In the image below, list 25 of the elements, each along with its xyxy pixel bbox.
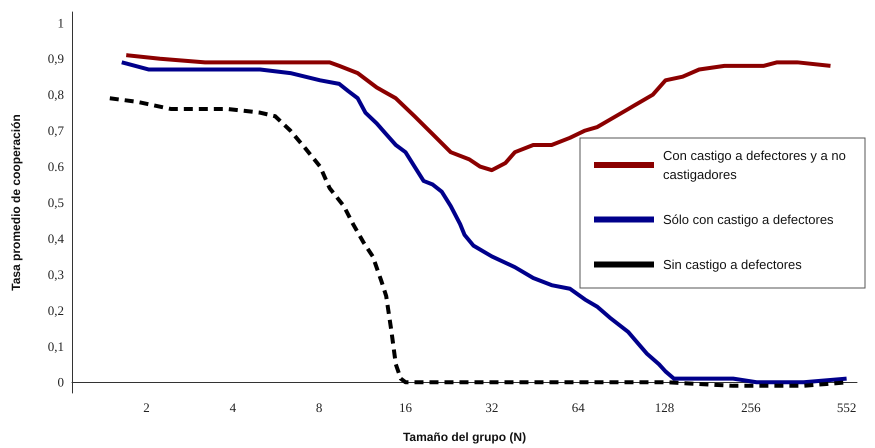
y-tick-label: 0.6 bbox=[48, 159, 64, 174]
x-tick-label: 64 bbox=[572, 400, 586, 415]
x-tick-label: 256 bbox=[741, 400, 762, 415]
x-axis-title: Tamaño del grupo (N) bbox=[402, 430, 526, 444]
y-tick-label: 0,4 bbox=[48, 230, 64, 246]
x-tick-label: 552 bbox=[836, 400, 856, 415]
y-axis-title: Tasa promedio de cooperación bbox=[9, 114, 23, 291]
legend-label: Sin castigo a defectores bbox=[663, 257, 802, 272]
y-tick-label: 0,3 bbox=[48, 266, 64, 282]
x-tick-label: 16 bbox=[399, 400, 413, 415]
y-tick-label: 0,5 bbox=[48, 195, 64, 210]
y-tick-label: 0,2 bbox=[48, 302, 64, 318]
x-tick-label: 4 bbox=[230, 400, 237, 415]
y-tick-label: 0,7 bbox=[48, 123, 64, 138]
y-tick-label: 1 bbox=[58, 15, 64, 30]
x-tick-label: 8 bbox=[316, 400, 322, 415]
x-tick-label: 128 bbox=[654, 400, 674, 415]
legend-label: Con castigo a defectores y a no castigadores bbox=[663, 148, 850, 182]
x-tick-label: 2 bbox=[143, 400, 150, 415]
x-tick-label: 32 bbox=[485, 400, 498, 415]
y-tick-label: 0,9 bbox=[48, 51, 64, 66]
y-tick-label: 0,1 bbox=[48, 338, 64, 354]
y-tick-label: 0,8 bbox=[48, 87, 64, 102]
legend-label: Sólo con castigo a defectores bbox=[663, 212, 834, 227]
y-tick-label: 0 bbox=[58, 374, 64, 390]
